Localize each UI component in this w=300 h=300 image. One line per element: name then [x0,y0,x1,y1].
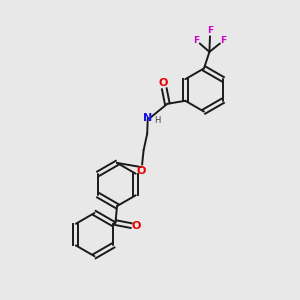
Text: F: F [207,26,213,35]
Text: N: N [143,113,152,123]
Text: F: F [220,36,226,45]
Text: H: H [154,116,161,125]
Text: O: O [159,78,168,88]
Text: O: O [136,166,146,176]
Text: F: F [193,36,199,45]
Text: O: O [132,220,141,231]
